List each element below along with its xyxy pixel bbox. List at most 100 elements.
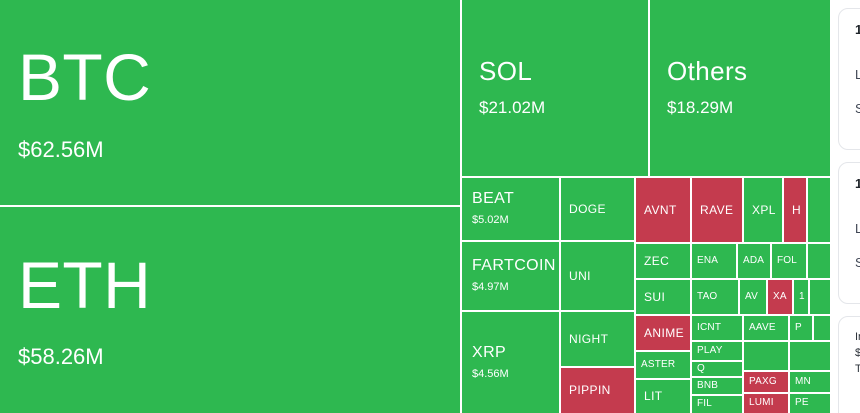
tile-symbol: PLAY	[697, 344, 723, 356]
tile-symbol: ANIME	[644, 325, 685, 340]
tile-sui[interactable]: SUI	[636, 280, 690, 314]
tile-symbol: BTC	[18, 40, 152, 115]
tile-doge[interactable]: DOGE	[561, 178, 634, 240]
tile-value: $62.56M	[18, 136, 104, 162]
tile-value: $4.97M	[472, 281, 509, 294]
stat-card-1h: 1h Lon Sho	[838, 8, 860, 150]
tile-aster[interactable]: ASTER	[636, 352, 690, 378]
tile-aave[interactable]: AAVE	[744, 316, 788, 340]
tile-symbol: ADA	[743, 254, 765, 266]
treemap: BTC $62.56M ETH $58.26M SOL $21.02M Others $18.…	[0, 0, 830, 413]
tile-xa[interactable]: XA	[768, 280, 792, 314]
card-title: 12h	[855, 176, 860, 191]
tile-1[interactable]: 1	[794, 280, 808, 314]
card-line-short: Sho	[855, 255, 860, 270]
tile-symbol: XRP	[472, 343, 507, 361]
tile-unlabeled[interactable]	[790, 342, 830, 370]
tile-av[interactable]: AV	[740, 280, 766, 314]
tile-symbol: ASTER	[641, 358, 676, 370]
tile-paxg[interactable]: PAXG	[744, 372, 788, 392]
tile-bnb[interactable]: BNB	[692, 378, 742, 394]
tile-beat[interactable]: BEAT $5.02M	[462, 178, 559, 240]
tile-btc[interactable]: BTC $62.56M	[0, 0, 460, 205]
tile-rave[interactable]: RAVE	[692, 178, 742, 242]
tile-symbol: FOL	[777, 254, 798, 266]
tile-symbol: NIGHT	[569, 331, 609, 346]
tile-unlabeled[interactable]	[808, 178, 830, 242]
tile-value: $5.02M	[472, 214, 509, 227]
tile-avnt[interactable]: AVNT	[636, 178, 690, 242]
tile-symbol: ICNT	[697, 321, 722, 333]
tile-symbol: LUMI	[749, 397, 774, 409]
tile-value: $58.26M	[18, 344, 104, 369]
tile-xpl[interactable]: XPL	[744, 178, 782, 242]
tile-symbol: ZEC	[644, 253, 670, 268]
tile-symbol: P	[795, 321, 802, 333]
tile-pippin[interactable]: PIPPIN	[561, 368, 634, 413]
tile-value: $4.56M	[472, 367, 509, 380]
tile-fol[interactable]: FOL	[772, 244, 806, 278]
tile-symbol: BEAT	[472, 190, 515, 208]
tile-symbol: FARTCOIN	[472, 257, 556, 275]
tile-unlabeled[interactable]	[808, 244, 830, 278]
tile-symbol: PE	[795, 397, 809, 409]
tile-ena[interactable]: ENA	[692, 244, 736, 278]
tile-symbol: Q	[697, 362, 705, 374]
tile-symbol: 1	[799, 290, 805, 302]
tile-symbol: XA	[773, 290, 787, 302]
side-panel: 1h Lon Sho 12h Lon Sho In th $22 The	[830, 0, 860, 413]
tile-unlabeled[interactable]	[814, 316, 830, 340]
tile-others[interactable]: Others $18.29M	[650, 0, 830, 176]
tile-fil[interactable]: FIL	[692, 396, 742, 413]
tile-symbol: RAVE	[700, 202, 734, 217]
tile-night[interactable]: NIGHT	[561, 312, 634, 366]
summary-card: In th $22 The	[838, 316, 860, 413]
tile-symbol: AV	[745, 290, 758, 302]
tile-lit[interactable]: LIT	[636, 380, 690, 413]
tile-symbol: PAXG	[749, 375, 777, 387]
tile-unlabeled[interactable]	[810, 280, 830, 314]
tile-symbol: MN	[795, 375, 811, 387]
tile-symbol: AAVE	[749, 321, 776, 333]
tile-symbol: ENA	[697, 254, 719, 266]
stat-card-12h: 12h Lon Sho	[838, 162, 860, 304]
tile-uni[interactable]: UNI	[561, 242, 634, 310]
tile-pe[interactable]: PE	[790, 394, 830, 413]
tile-lumi[interactable]: LUMI	[744, 394, 788, 413]
tile-symbol: ETH	[18, 247, 152, 322]
card-title: 1h	[855, 22, 860, 37]
tile-symbol: SOL	[479, 56, 533, 87]
tile-symbol: TAO	[697, 290, 718, 302]
tile-value: $21.02M	[479, 98, 546, 118]
summary-line: The	[855, 362, 860, 375]
tile-symbol: SUI	[644, 289, 666, 304]
card-line-long: Lon	[855, 221, 860, 236]
tile-symbol: LIT	[644, 389, 663, 404]
tile-symbol: Others	[667, 56, 748, 87]
card-line-short: Sho	[855, 101, 860, 116]
tile-h[interactable]: H	[784, 178, 806, 242]
summary-line: In th	[855, 331, 860, 343]
tile-symbol: PIPPIN	[569, 383, 611, 398]
tile-anime[interactable]: ANIME	[636, 316, 690, 350]
tile-sol[interactable]: SOL $21.02M	[462, 0, 648, 176]
tile-fartcoin[interactable]: FARTCOIN $4.97M	[462, 242, 559, 310]
tile-symbol: DOGE	[569, 201, 606, 216]
tile-unlabeled[interactable]	[744, 342, 788, 370]
tile-play[interactable]: PLAY	[692, 342, 742, 360]
tile-eth[interactable]: ETH $58.26M	[0, 207, 460, 413]
tile-tao[interactable]: TAO	[692, 280, 738, 314]
tile-value: $18.29M	[667, 98, 734, 118]
tile-q[interactable]: Q	[692, 362, 742, 376]
tile-zec[interactable]: ZEC	[636, 244, 690, 278]
tile-symbol: UNI	[569, 268, 591, 283]
tile-xrp[interactable]: XRP $4.56M	[462, 312, 559, 413]
tile-p[interactable]: P	[790, 316, 812, 340]
tile-symbol: AVNT	[644, 202, 677, 217]
tile-symbol: H	[792, 202, 802, 217]
tile-mn[interactable]: MN	[790, 372, 830, 392]
tile-ada[interactable]: ADA	[738, 244, 770, 278]
tile-symbol: FIL	[697, 398, 713, 410]
tile-icnt[interactable]: ICNT	[692, 316, 742, 340]
